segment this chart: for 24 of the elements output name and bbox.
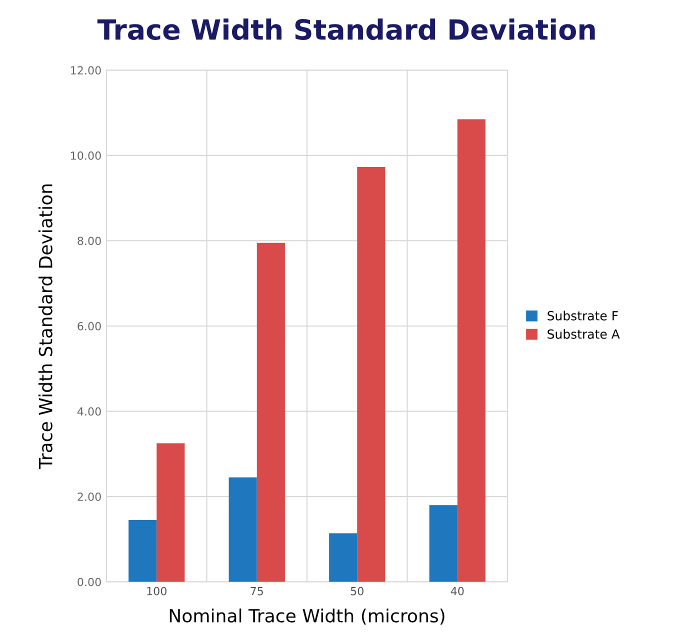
legend-label: Substrate F (548, 310, 618, 320)
y-tick-label: 10.00 (71, 151, 101, 160)
bar (156, 443, 185, 582)
bar (357, 166, 386, 582)
y-tick-label: 8.00 (78, 236, 101, 246)
y-tick-label: 4.00 (77, 407, 101, 416)
y-tick-label: 0.00 (78, 578, 101, 586)
bar (457, 119, 486, 582)
bar (128, 520, 157, 582)
bar (256, 242, 285, 582)
x-tick-label: 75 (250, 587, 263, 596)
y-tick-label: 12.00 (71, 66, 101, 75)
x-tick-label: 50 (350, 586, 364, 596)
bar (329, 533, 358, 582)
x-tick-label: 100 (147, 586, 166, 596)
x-axis-title: Nominal Trace Width (microns) (170, 608, 444, 625)
bar (228, 477, 257, 582)
bar (429, 505, 458, 582)
legend-label: Substrate A (548, 329, 620, 339)
y-tick-label: 2.00 (78, 492, 101, 501)
chart-title: Trace Width Standard Deviation (97, 18, 595, 40)
y-axis-title: Trace Width Standard Deviation (38, 184, 52, 470)
y-tick-label: 6.00 (78, 322, 101, 330)
x-tick-label: 40 (450, 586, 464, 596)
